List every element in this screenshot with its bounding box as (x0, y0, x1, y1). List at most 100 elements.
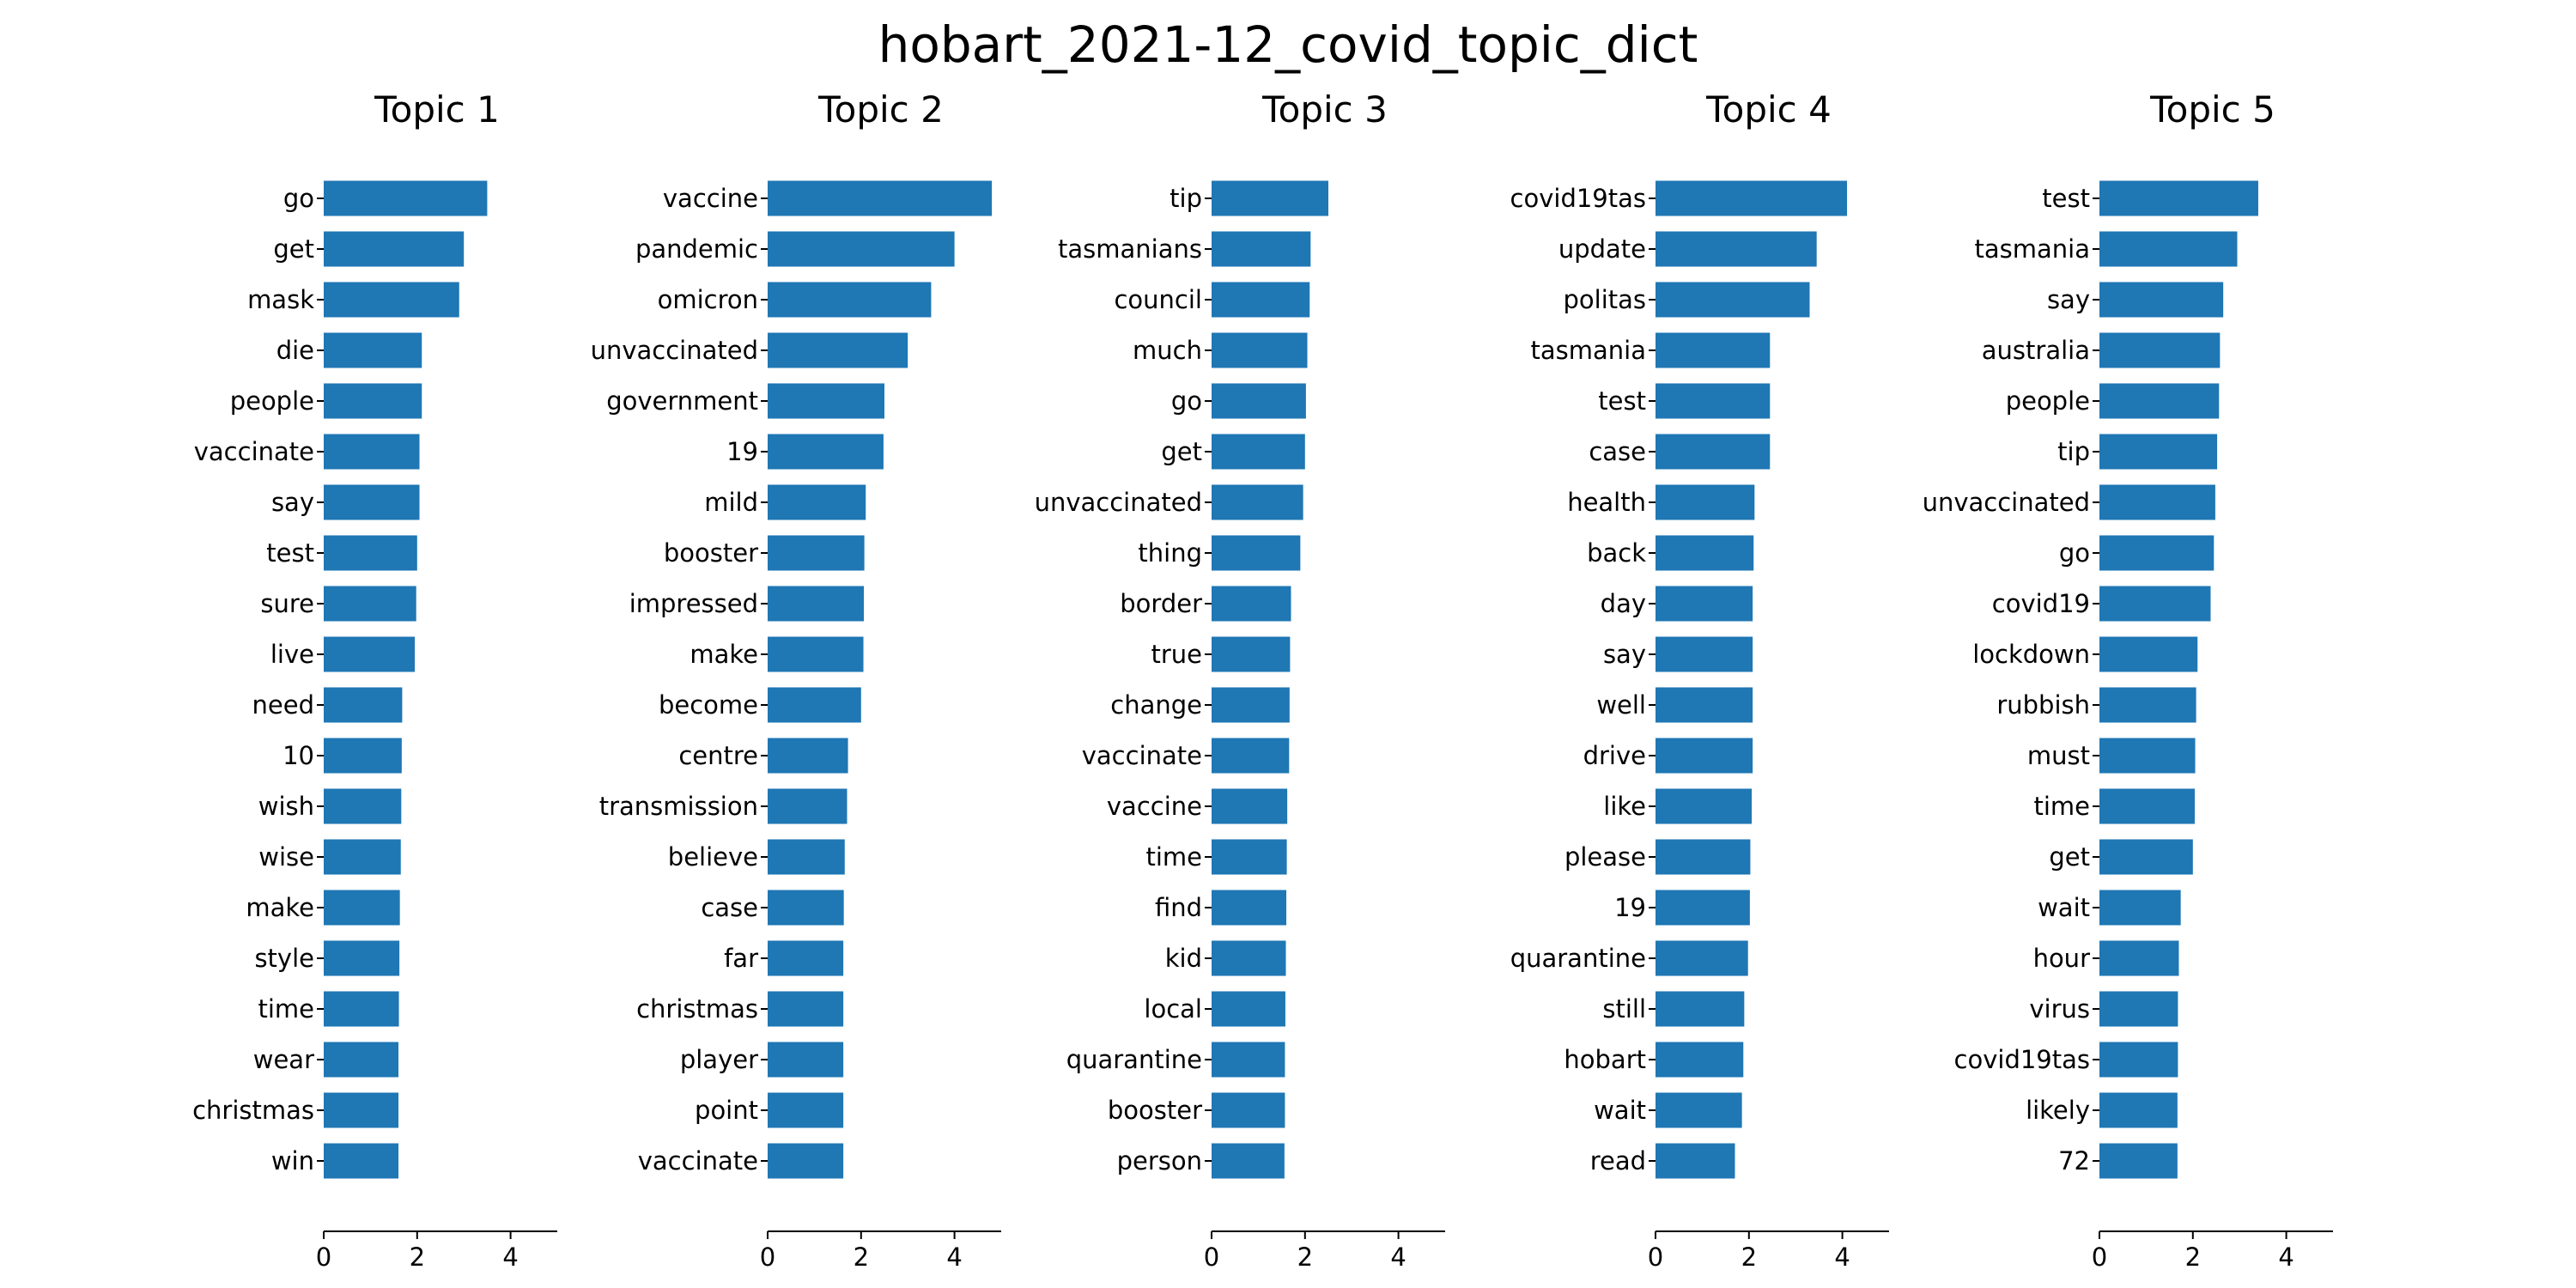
category-label: time (258, 994, 314, 1024)
category-label: test (266, 538, 314, 568)
bar (1212, 282, 1310, 318)
category-label: kid (1165, 944, 1202, 973)
x-tick-label: 4 (2278, 1242, 2293, 1272)
bar (1656, 890, 1750, 926)
category-label: still (1602, 994, 1646, 1024)
bar (2099, 1143, 2178, 1179)
bar (2099, 991, 2178, 1027)
bar (1212, 383, 1306, 419)
bar (1212, 890, 1287, 926)
bar (2099, 839, 2193, 875)
bar (1656, 586, 1753, 622)
category-label: drive (1583, 741, 1646, 770)
bar (324, 332, 422, 368)
category-label: say (1603, 640, 1646, 669)
category-label: unvaccinated (1035, 488, 1202, 517)
category-label: far (724, 944, 758, 973)
bar (1656, 687, 1753, 723)
bar (2099, 231, 2238, 267)
category-label: booster (664, 538, 758, 568)
category-label: virus (2029, 994, 2090, 1024)
bar (324, 383, 422, 419)
panel-title: Topic 1 (374, 88, 500, 131)
category-label: time (2033, 792, 2090, 821)
category-label: go (283, 184, 314, 213)
category-label: well (1596, 690, 1646, 720)
panel-title: Topic 2 (817, 88, 944, 131)
bar (768, 890, 844, 926)
category-label: true (1151, 640, 1202, 669)
bar (2099, 535, 2215, 571)
category-label: unvaccinated (591, 336, 758, 365)
category-label: christmas (636, 994, 758, 1024)
bar (2099, 687, 2196, 723)
x-tick-label: 2 (2185, 1242, 2201, 1272)
bar (1212, 991, 1285, 1027)
bar (324, 788, 402, 824)
category-label: test (1598, 386, 1646, 416)
category-label: border (1120, 589, 1202, 618)
category-label: say (271, 488, 314, 517)
category-label: case (701, 893, 758, 922)
x-tick-label: 2 (410, 1242, 425, 1272)
bar (768, 231, 955, 267)
category-label: sure (260, 589, 314, 618)
bar (1212, 484, 1303, 520)
category-label: make (690, 640, 758, 669)
category-label: australia (1982, 336, 2090, 365)
category-label: case (1589, 437, 1646, 466)
bar (324, 180, 488, 216)
x-tick-label: 0 (760, 1242, 775, 1272)
bar (2099, 434, 2218, 470)
bar (1212, 636, 1291, 672)
category-label: tip (2057, 437, 2090, 466)
topic-panel-5: Topic 5 test tasmania say australia people tip… (1923, 88, 2333, 1272)
category-label: player (680, 1045, 758, 1074)
bar (768, 180, 993, 216)
panel-title: Topic 5 (2149, 88, 2275, 131)
bar (324, 1092, 399, 1128)
x-tick-label: 2 (1297, 1242, 1313, 1272)
bar (1656, 940, 1748, 976)
bar (1656, 434, 1771, 470)
category-label: style (254, 944, 314, 973)
category-label: 72 (2058, 1146, 2090, 1176)
bar (2099, 1092, 2178, 1128)
category-label: wait (2038, 893, 2090, 922)
bar (2099, 282, 2224, 318)
category-label: transmission (599, 792, 758, 821)
category-label: wait (1594, 1096, 1646, 1125)
x-tick-label: 2 (854, 1242, 869, 1272)
category-label: health (1567, 488, 1646, 517)
bar (324, 535, 417, 571)
bar (768, 788, 848, 824)
bar (1212, 940, 1286, 976)
x-tick-label: 0 (316, 1242, 331, 1272)
category-label: quarantine (1066, 1045, 1202, 1074)
bar (324, 282, 459, 318)
x-tick-label: 0 (2092, 1242, 2107, 1272)
category-label: must (2027, 741, 2090, 770)
category-label: much (1133, 336, 1202, 365)
bar (1656, 636, 1753, 672)
category-label: test (2042, 184, 2090, 213)
bar (1656, 1143, 1735, 1179)
category-label: mask (247, 285, 314, 314)
bar (324, 586, 416, 622)
topic-panel-1: Topic 1 go get mask die people vaccinate say tes… (192, 88, 557, 1272)
category-label: make (246, 893, 314, 922)
bar (2099, 586, 2211, 622)
bar (1212, 738, 1290, 774)
category-label: likely (2026, 1096, 2090, 1125)
category-label: please (1564, 842, 1646, 872)
category-label: get (273, 234, 314, 264)
bar (768, 687, 861, 723)
bar (324, 484, 420, 520)
category-label: government (606, 386, 758, 416)
bar (1656, 788, 1753, 824)
category-label: hour (2033, 944, 2091, 973)
bar (1656, 484, 1755, 520)
category-label: tasmania (1531, 336, 1646, 365)
category-label: point (695, 1096, 758, 1125)
topic-panel-4: Topic 4 covid19tas update politas tasmania te… (1510, 88, 1889, 1272)
